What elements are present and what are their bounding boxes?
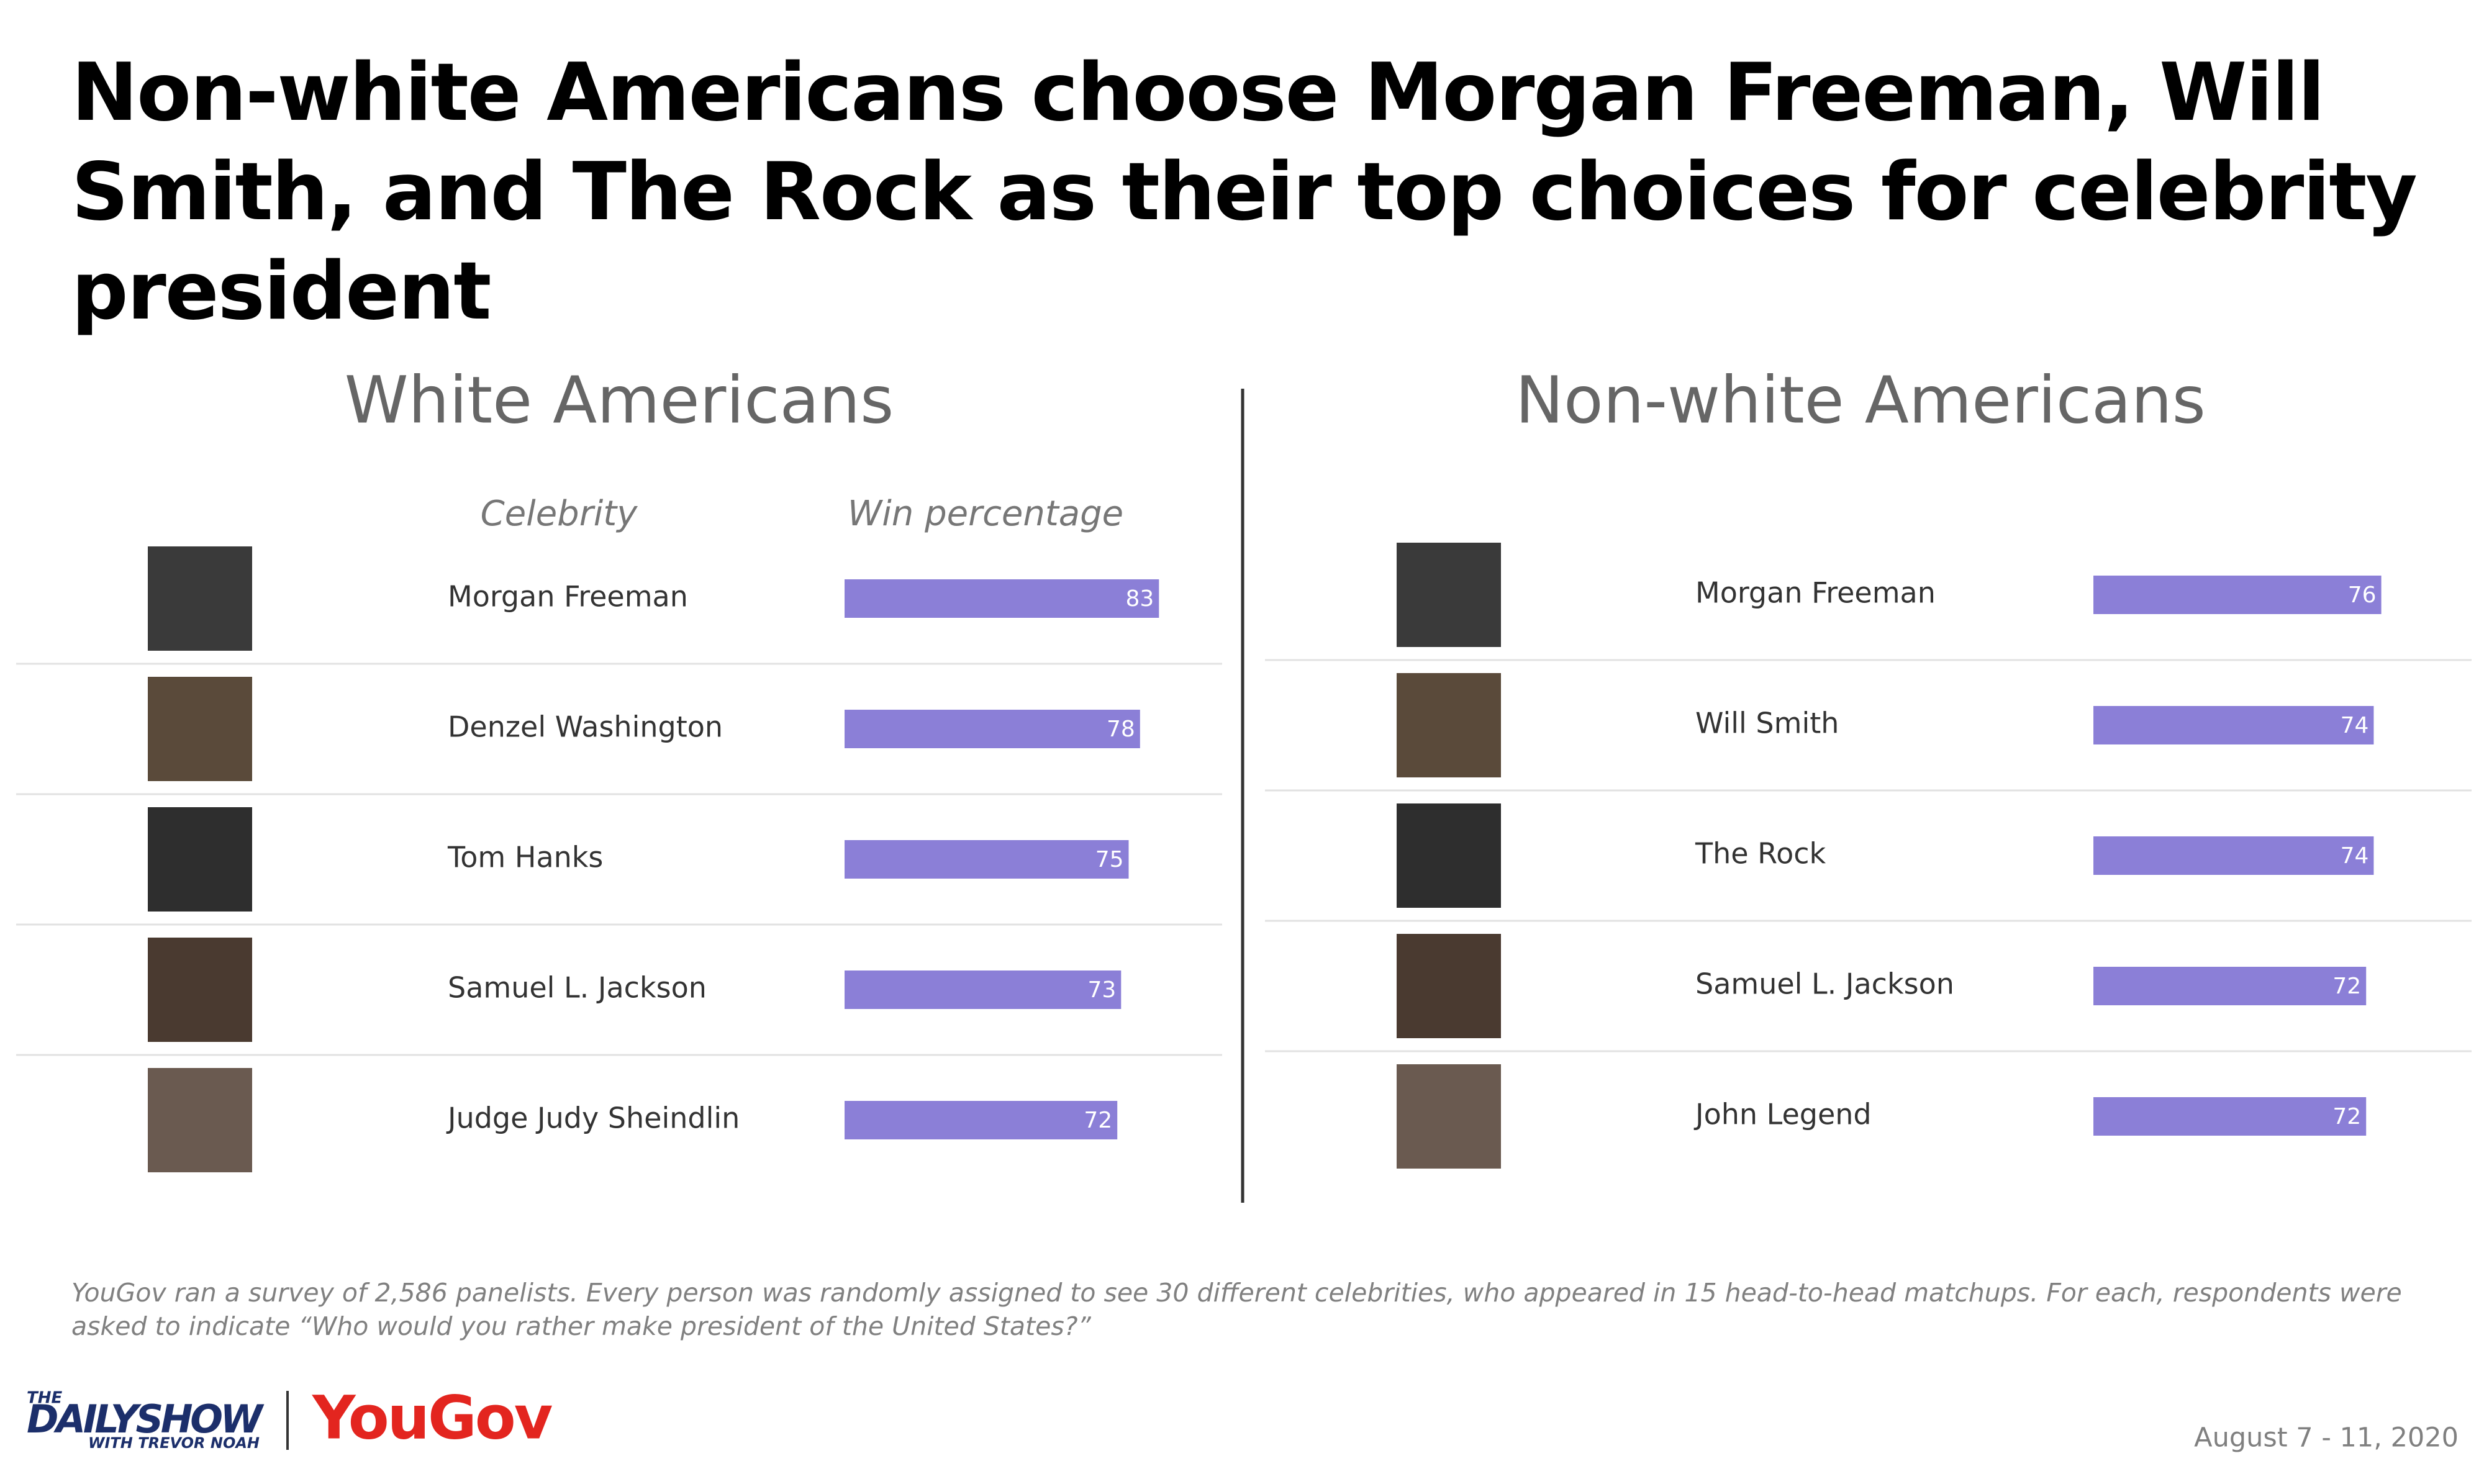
column-header: Win percentage — [848, 494, 1123, 534]
bar — [2093, 1097, 2367, 1136]
value-label: 74 — [2341, 843, 2369, 869]
photo — [148, 546, 252, 651]
photo — [148, 677, 252, 781]
bar — [2093, 706, 2374, 744]
photo — [148, 807, 252, 912]
bar — [2093, 967, 2367, 1005]
category-label: The Rock — [1695, 837, 1826, 871]
value-label: 74 — [2341, 713, 2369, 738]
panel-title: Non-white Americans — [1515, 362, 2206, 438]
photo — [148, 1068, 252, 1172]
category-label: John Legend — [1693, 1098, 1872, 1131]
logo-the: THE — [27, 1389, 62, 1408]
photo — [1397, 673, 1501, 777]
logo-yougov: YouGov — [312, 1383, 553, 1452]
value-label: 76 — [2348, 582, 2377, 608]
bar — [845, 710, 1140, 748]
value-label: 72 — [2332, 1104, 2361, 1129]
bar — [845, 970, 1122, 1009]
value-label: 72 — [2332, 974, 2361, 999]
value-label: 78 — [1107, 717, 1135, 742]
photo — [1397, 543, 1501, 647]
value-label: 73 — [1087, 977, 1116, 1003]
category-label: Morgan Freeman — [448, 580, 688, 613]
bar — [845, 579, 1159, 618]
footnote: YouGov ran a survey of 2,586 panelists. … — [71, 1278, 2402, 1341]
value-label: 75 — [1095, 847, 1124, 872]
panel-title: White Americans — [345, 362, 894, 438]
photo — [1397, 803, 1501, 908]
bar — [2093, 836, 2374, 875]
logo-host: WITH TREVOR NOAH — [88, 1434, 260, 1452]
title: Non-white Americans choose Morgan Freema… — [71, 47, 2418, 338]
photo — [1397, 1064, 1501, 1169]
category-label: Morgan Freeman — [1695, 576, 1936, 610]
photo — [148, 938, 252, 1042]
category-label: Denzel Washington — [448, 710, 723, 744]
bar — [845, 840, 1129, 879]
column-header: Celebrity — [481, 494, 638, 534]
category-label: Tom Hanks — [447, 841, 603, 874]
photo — [1397, 934, 1501, 1038]
bar — [2093, 576, 2382, 614]
logo-show: DAILYSHOW — [27, 1396, 265, 1442]
category-label: Will Smith — [1695, 707, 1839, 740]
category-label: Samuel L. Jackson — [448, 971, 707, 1005]
value-label: 83 — [1125, 586, 1154, 612]
bar — [845, 1101, 1118, 1139]
category-label: Samuel L. Jackson — [1695, 967, 1954, 1001]
category-label: Judge Judy Sheindlin — [446, 1102, 740, 1135]
value-label: 72 — [1084, 1108, 1112, 1133]
date: August 7 - 11, 2020 — [2194, 1423, 2459, 1454]
